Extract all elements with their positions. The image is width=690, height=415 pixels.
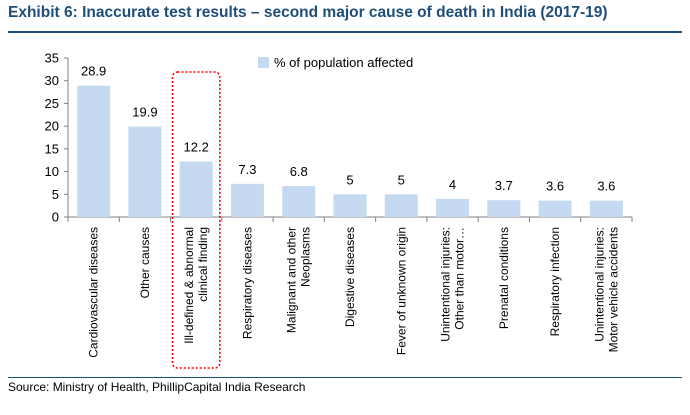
x-tick-label: Malignant and otherNeoplasms bbox=[285, 227, 313, 333]
bar bbox=[538, 200, 572, 217]
y-tick-label: 0 bbox=[52, 210, 59, 225]
y-tick-label: 10 bbox=[45, 164, 59, 179]
x-tick-label: Respiratory infection bbox=[548, 227, 562, 336]
x-tick-label-line: Ill-defined & abnormal bbox=[182, 227, 196, 344]
y-tick-label: 20 bbox=[45, 119, 59, 134]
data-label: 3.6 bbox=[546, 179, 564, 194]
x-tick-label-line: Respiratory diseases bbox=[240, 227, 254, 339]
bar bbox=[128, 126, 162, 217]
y-axis: 0 5 10 15 20 25 30 35 bbox=[45, 51, 69, 225]
x-tick-label-line: Unintentional injuries: bbox=[592, 227, 606, 342]
title-rule bbox=[8, 31, 682, 33]
data-label: 3.6 bbox=[597, 179, 615, 194]
bar bbox=[333, 194, 367, 217]
bar bbox=[77, 85, 111, 217]
legend-label: % of population affected bbox=[274, 55, 413, 70]
data-label: 28.9 bbox=[81, 64, 106, 79]
x-tick-label-line: Neoplasms bbox=[299, 227, 313, 287]
x-tick-label-line: Unintentional injuries: bbox=[439, 227, 453, 342]
legend-swatch bbox=[258, 57, 269, 68]
data-label: 3.7 bbox=[495, 178, 513, 193]
source-rule bbox=[8, 377, 682, 378]
y-tick-label: 35 bbox=[45, 51, 59, 66]
y-tick-label: 30 bbox=[45, 73, 59, 88]
source-note: Source: Ministry of Health, PhillipCapit… bbox=[8, 380, 306, 394]
x-tick-label: Unintentional injuries:Motor vehicle acc… bbox=[592, 227, 620, 352]
x-tick-label-line: Other than motor… bbox=[453, 227, 467, 330]
bar bbox=[487, 200, 521, 217]
data-label: 6.8 bbox=[290, 164, 308, 179]
bar bbox=[384, 194, 418, 217]
x-tick-label: Respiratory diseases bbox=[240, 227, 254, 339]
x-tick-label: Ill-defined & abnormalclinical finding bbox=[182, 227, 210, 344]
highlight-box bbox=[171, 71, 221, 369]
chart-title: Exhibit 6: Inaccurate test results – sec… bbox=[8, 4, 608, 21]
x-tick-label: Other causes bbox=[138, 227, 152, 298]
x-tick-label: Fever of unknown origin bbox=[394, 227, 408, 355]
x-axis bbox=[67, 216, 633, 222]
x-tick-label-line: Prenatal conditions bbox=[497, 227, 511, 329]
data-label: 5 bbox=[398, 172, 405, 187]
data-label: 4 bbox=[449, 177, 456, 192]
bar bbox=[282, 186, 316, 217]
x-tick-label-line: Fever of unknown origin bbox=[394, 227, 408, 355]
x-tick-label: Cardiovascular diseases bbox=[87, 227, 101, 358]
data-label: 7.3 bbox=[238, 162, 256, 177]
category-labels: Cardiovascular diseases Other causes Ill-d… bbox=[87, 227, 621, 358]
data-label: 12.2 bbox=[184, 140, 209, 155]
y-tick-label: 5 bbox=[52, 187, 59, 202]
y-tick-label: 25 bbox=[45, 96, 59, 111]
x-tick-label: Digestive diseases bbox=[343, 227, 357, 327]
data-label: 5 bbox=[346, 172, 353, 187]
y-tick-label: 15 bbox=[45, 141, 59, 156]
x-tick-label-line: Other causes bbox=[138, 227, 152, 298]
bar bbox=[230, 183, 264, 217]
value-labels: 28.9 19.9 12.2 7.3 6.8 5 5 4 3.7 3.6 3.6 bbox=[81, 64, 615, 194]
x-tick-label-line: Respiratory infection bbox=[548, 227, 562, 336]
data-label: 19.9 bbox=[132, 105, 157, 120]
bars bbox=[77, 85, 623, 217]
legend: % of population affected bbox=[258, 55, 413, 70]
x-tick-label-line: Motor vehicle accidents bbox=[606, 227, 620, 352]
bar-chart: 0 5 10 15 20 25 30 35 28.9 19.9 12.2 7.3 6.8 5 5 4 3.7 3… bbox=[45, 51, 633, 369]
x-tick-label-line: clinical finding bbox=[196, 227, 210, 302]
bar bbox=[179, 161, 213, 217]
bar bbox=[436, 198, 470, 217]
x-tick-label-line: Digestive diseases bbox=[343, 227, 357, 327]
x-tick-label-line: Cardiovascular diseases bbox=[87, 227, 101, 358]
bar bbox=[589, 200, 623, 217]
x-tick-label: Prenatal conditions bbox=[497, 227, 511, 329]
x-tick-label-line: Malignant and other bbox=[285, 227, 299, 333]
x-tick-label: Unintentional injuries:Other than motor… bbox=[439, 227, 467, 342]
